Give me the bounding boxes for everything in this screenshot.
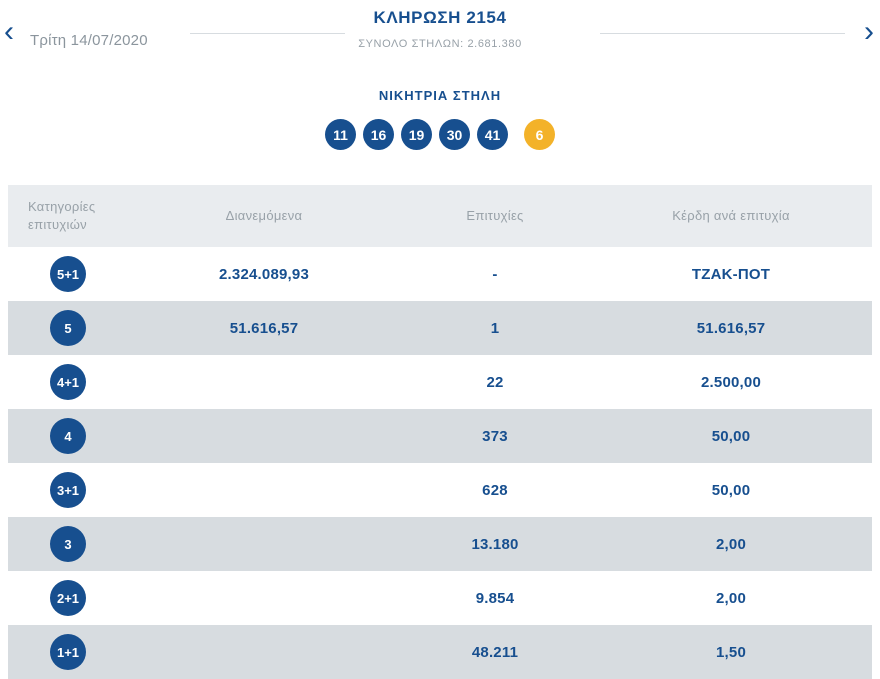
- distributed-value: 51.616,57: [229, 319, 299, 337]
- wins-value: 9.854: [475, 589, 515, 607]
- category-cell: 1+1: [8, 634, 128, 670]
- category-badge: 2+1: [50, 580, 86, 616]
- wins-value: 1: [490, 319, 500, 337]
- previous-draw-chevron-icon[interactable]: ‹: [4, 15, 14, 48]
- results-table: Κατηγορίες επιτυχιών Διανεμόμενα Επιτυχί…: [8, 185, 872, 679]
- winning-numbers: 11 16 19 30 41 6: [0, 119, 880, 150]
- table-row: 4+1 22 2.500,00: [8, 355, 872, 409]
- prize-value: 50,00: [711, 427, 751, 445]
- table-row: 5+1 2.324.089,93 - ΤΖΑΚ-ΠΟΤ: [8, 247, 872, 301]
- category-cell: 5+1: [8, 256, 128, 292]
- table-row: 4 373 50,00: [8, 409, 872, 463]
- winning-number-ball: 41: [477, 119, 508, 150]
- category-cell: 5: [8, 310, 128, 346]
- table-row: 1+1 48.211 1,50: [8, 625, 872, 679]
- category-cell: 3: [8, 526, 128, 562]
- joker-number-ball: 6: [524, 119, 555, 150]
- prize-value: 50,00: [711, 481, 751, 499]
- wins-value: -: [492, 265, 498, 283]
- prize-value: 51.616,57: [696, 319, 766, 337]
- prize-value: 2.500,00: [701, 373, 761, 391]
- column-header-categories-label: Κατηγορίες επιτυχιών: [28, 199, 96, 232]
- category-badge: 5: [50, 310, 86, 346]
- category-badge: 4+1: [50, 364, 86, 400]
- prize-value: ΤΖΑΚ-ΠΟΤ: [691, 265, 771, 283]
- category-badge: 3: [50, 526, 86, 562]
- draw-date: Τρίτη 14/07/2020: [30, 32, 148, 49]
- wins-value: 22: [486, 373, 504, 391]
- winning-number-ball: 19: [401, 119, 432, 150]
- draw-navigation: ‹ Τρίτη 14/07/2020 ΚΛΗΡΩΣΗ 2154 ΣΥΝΟΛΟ Σ…: [0, 0, 880, 70]
- next-draw-chevron-icon[interactable]: ›: [864, 15, 874, 48]
- wins-value: 48.211: [471, 643, 519, 661]
- category-badge: 4: [50, 418, 86, 454]
- wins-value: 628: [482, 481, 508, 499]
- category-cell: 2+1: [8, 580, 128, 616]
- wins-value: 13.180: [471, 535, 519, 553]
- category-cell: 3+1: [8, 472, 128, 508]
- winning-number-ball: 16: [363, 119, 394, 150]
- column-header-categories: Κατηγορίες επιτυχιών: [8, 198, 128, 233]
- winning-column-label: ΝΙΚΗΤΡΙΑ ΣΤΗΛΗ: [378, 88, 502, 103]
- column-header-wins: Επιτυχίες: [466, 208, 524, 224]
- column-header-distributed: Διανεμόμενα: [225, 208, 303, 224]
- draw-title: ΚΛΗΡΩΣΗ 2154: [373, 8, 507, 27]
- divider-left: [190, 33, 345, 34]
- draw-title-block: ΚΛΗΡΩΣΗ 2154 ΣΥΝΟΛΟ ΣΤΗΛΩΝ: 2.681.380: [0, 8, 880, 50]
- distributed-value: 2.324.089,93: [219, 265, 309, 283]
- category-badge: 5+1: [50, 256, 86, 292]
- category-cell: 4+1: [8, 364, 128, 400]
- winning-column-section: ΝΙΚΗΤΡΙΑ ΣΤΗΛΗ 11 16 19 30 41 6: [0, 70, 880, 185]
- prize-value: 1,50: [716, 643, 746, 661]
- table-row: 3 13.180 2,00: [8, 517, 872, 571]
- winning-number-ball: 30: [439, 119, 470, 150]
- category-cell: 4: [8, 418, 128, 454]
- table-row: 2+1 9.854 2,00: [8, 571, 872, 625]
- prize-value: 2,00: [716, 535, 746, 553]
- prize-value: 2,00: [716, 589, 746, 607]
- winning-number-ball: 11: [325, 119, 356, 150]
- category-badge: 1+1: [50, 634, 86, 670]
- wins-value: 373: [482, 427, 508, 445]
- table-header-row: Κατηγορίες επιτυχιών Διανεμόμενα Επιτυχί…: [8, 185, 872, 247]
- category-badge: 3+1: [50, 472, 86, 508]
- column-header-prize-per-win: Κέρδη ανά επιτυχία: [672, 208, 790, 224]
- total-columns-label: ΣΥΝΟΛΟ ΣΤΗΛΩΝ: 2.681.380: [358, 38, 522, 50]
- table-row: 3+1 628 50,00: [8, 463, 872, 517]
- divider-right: [600, 33, 845, 34]
- table-row: 5 51.616,57 1 51.616,57: [8, 301, 872, 355]
